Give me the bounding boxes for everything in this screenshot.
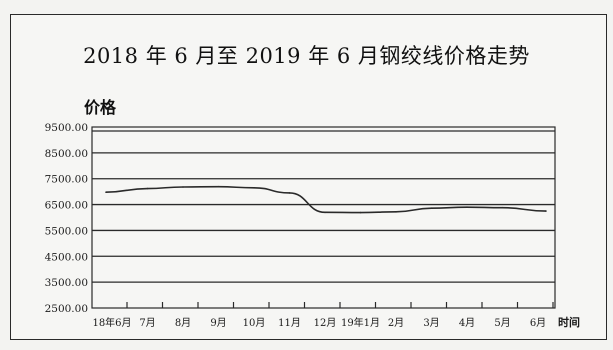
series-point [545, 210, 547, 212]
x-tick-label: 11月 [278, 317, 301, 329]
x-tick-label: 6月 [530, 317, 546, 329]
series-point [182, 186, 184, 188]
series-point [217, 185, 220, 188]
series-point [501, 206, 504, 209]
x-tick-label: 9月 [210, 317, 226, 329]
y-axis-label: 价格 [84, 98, 117, 117]
plot-area-border [91, 126, 556, 309]
x-tick-label: 5月 [494, 317, 510, 329]
y-tick-label: 4500.00 [45, 251, 88, 263]
x-tick-label: 12月 [314, 317, 337, 329]
series-point [395, 211, 397, 213]
x-tick-label: 7月 [139, 317, 155, 329]
chart-title: 2018 年 6 月至 2019 年 6 月钢绞线价格走势 [83, 44, 530, 68]
x-tick-label: 8月 [175, 317, 191, 329]
x-tick-label: 18年6月 [92, 316, 131, 329]
y-tick-label: 9500.00 [45, 122, 88, 134]
series-line [105, 185, 547, 214]
y-tick-label: 2500.00 [45, 303, 88, 315]
y-tick-label: 7500.00 [45, 174, 88, 186]
x-tick-label: 19年1月 [341, 316, 380, 329]
x-tick-label: 10月 [243, 317, 266, 329]
series-point [253, 186, 255, 189]
x-tick-label: 3月 [423, 317, 439, 329]
x-axis-label: 时间 [558, 315, 580, 329]
series-point [105, 191, 107, 193]
y-tick-label: 5500.00 [45, 225, 88, 237]
x-tick-label: 4月 [459, 317, 475, 329]
series-point [288, 192, 291, 194]
y-tick-label: 8500.00 [45, 148, 88, 160]
x-tick-label: 2月 [388, 317, 404, 329]
series-point [430, 207, 433, 209]
y-tick-label: 6500.00 [45, 200, 88, 212]
y-tick-label: 3500.00 [45, 277, 88, 289]
series-point [466, 206, 468, 208]
series-point [324, 211, 326, 214]
series-point [146, 187, 149, 190]
chart-frame [10, 14, 607, 340]
series-point [359, 211, 362, 214]
